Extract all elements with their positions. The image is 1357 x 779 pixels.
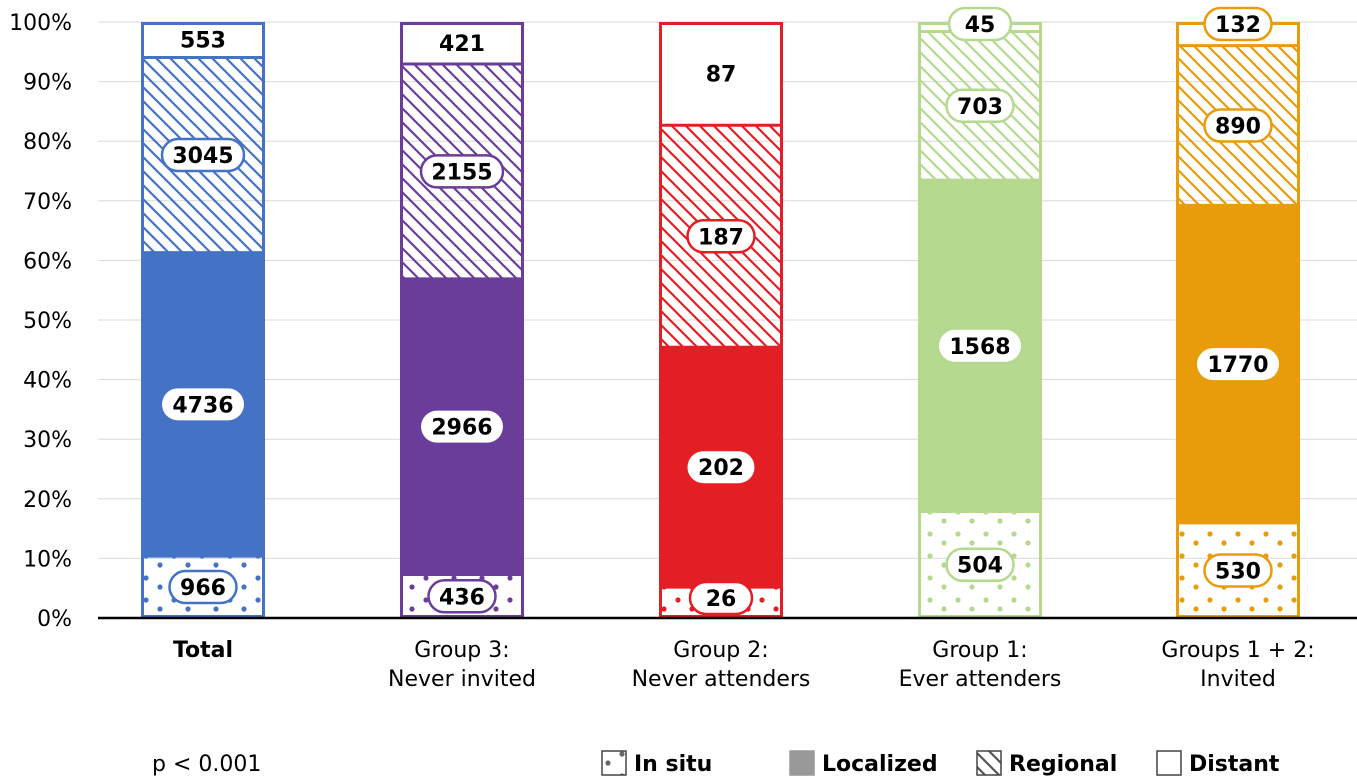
x-tick-label: Groups 1 + 2: bbox=[1161, 638, 1314, 663]
data-label: 1568 bbox=[949, 335, 1010, 360]
data-label: 4736 bbox=[172, 393, 233, 418]
data-label: 45 bbox=[965, 13, 996, 38]
y-tick-label: 70% bbox=[23, 190, 72, 215]
data-label: 132 bbox=[1215, 13, 1261, 38]
legend-item: Regional bbox=[976, 750, 1117, 777]
legend-swatch bbox=[601, 750, 627, 776]
bar-group: 26 202 187 87 bbox=[659, 22, 783, 618]
bar-group: 966 4736 3045 553 bbox=[141, 22, 265, 618]
data-label: 187 bbox=[698, 225, 744, 250]
data-label-box bbox=[168, 569, 238, 605]
legend-item: In situ bbox=[601, 750, 712, 777]
y-tick-label: 60% bbox=[23, 249, 72, 274]
y-tick-label: 10% bbox=[23, 547, 72, 572]
data-label-box bbox=[945, 88, 1015, 124]
data-label-box bbox=[686, 219, 756, 254]
data-label-box bbox=[1203, 553, 1273, 588]
data-label-box bbox=[427, 579, 497, 614]
p-value-annotation: p < 0.001 bbox=[152, 752, 261, 777]
data-label-box bbox=[162, 388, 244, 421]
data-label: 2966 bbox=[431, 416, 492, 441]
bar-outline bbox=[141, 22, 265, 618]
data-label: 87 bbox=[706, 63, 737, 88]
y-tick-label: 40% bbox=[23, 369, 72, 394]
data-label-box bbox=[1203, 108, 1273, 143]
data-label-box bbox=[160, 137, 246, 173]
y-axis: 0% 10% 20% 30% 40% 50% 60% 70% 80% 90% 100% bbox=[9, 11, 72, 632]
x-tick-label: Group 3: bbox=[414, 638, 509, 663]
bar-outline bbox=[400, 22, 524, 618]
data-label-box bbox=[419, 154, 505, 189]
x-tick-label: Total bbox=[173, 638, 233, 663]
legend-label: Regional bbox=[1009, 752, 1117, 777]
bars: 966 4736 3045 553 436 2966 2155 421 26 202 187 87 50… bbox=[141, 6, 1300, 618]
legend-swatch bbox=[976, 750, 1002, 776]
x-tick-label: Never invited bbox=[388, 667, 536, 692]
data-label: 504 bbox=[957, 554, 1003, 579]
legend-label: In situ bbox=[634, 752, 712, 777]
y-tick-label: 90% bbox=[23, 71, 72, 96]
x-axis: Total Group 3: Never invited Group 2: Never … bbox=[98, 616, 1357, 692]
legend-swatch bbox=[789, 750, 815, 776]
data-label: 530 bbox=[1215, 559, 1261, 584]
bar-segment-distant bbox=[659, 22, 783, 126]
y-tick-label: 50% bbox=[23, 309, 72, 334]
legend-label: Distant bbox=[1189, 752, 1280, 777]
legend-item: Distant bbox=[1156, 750, 1280, 777]
x-tick-label: Group 1: bbox=[932, 638, 1027, 663]
data-label-box bbox=[947, 6, 1013, 42]
data-label: 2155 bbox=[431, 160, 492, 185]
y-tick-label: 0% bbox=[37, 607, 72, 632]
bar-segment-distant bbox=[400, 22, 524, 64]
x-tick-label: Group 2: bbox=[673, 638, 768, 663]
data-label-box bbox=[421, 410, 503, 443]
legend-swatch bbox=[1156, 750, 1182, 776]
x-tick-label: Never attenders bbox=[632, 667, 811, 692]
x-tick-label: Ever attenders bbox=[899, 667, 1062, 692]
bar-segment-distant bbox=[141, 22, 265, 58]
data-label-box bbox=[945, 547, 1015, 582]
data-label-box bbox=[688, 580, 754, 616]
data-label-box bbox=[939, 329, 1021, 362]
bar-outline bbox=[659, 22, 783, 618]
data-label: 1770 bbox=[1207, 353, 1268, 378]
data-label: 966 bbox=[180, 576, 226, 601]
data-label-box bbox=[1197, 348, 1279, 381]
legend: In situ Localized Regional Distant bbox=[601, 750, 1280, 777]
bar-group: 504 1568 703 45 bbox=[918, 6, 1042, 618]
y-tick-label: 100% bbox=[9, 11, 72, 36]
x-tick-label: Invited bbox=[1200, 667, 1276, 692]
data-label: 553 bbox=[180, 29, 226, 54]
data-label: 202 bbox=[698, 456, 744, 481]
y-tick-label: 80% bbox=[23, 130, 72, 155]
data-label: 890 bbox=[1215, 115, 1261, 140]
data-label: 703 bbox=[957, 95, 1003, 120]
y-tick-label: 30% bbox=[23, 428, 72, 453]
legend-item: Localized bbox=[789, 750, 938, 777]
data-label-box bbox=[1203, 6, 1273, 42]
data-label: 3045 bbox=[172, 144, 233, 169]
data-label: 26 bbox=[706, 587, 737, 612]
y-tick-label: 20% bbox=[23, 488, 72, 513]
legend-label: Localized bbox=[822, 752, 938, 777]
bar-group: 436 2966 2155 421 bbox=[400, 22, 524, 618]
data-label-box bbox=[687, 451, 755, 484]
bar-group: 530 1770 890 132 bbox=[1176, 6, 1300, 618]
data-label: 421 bbox=[439, 32, 485, 57]
data-label: 436 bbox=[439, 585, 485, 610]
